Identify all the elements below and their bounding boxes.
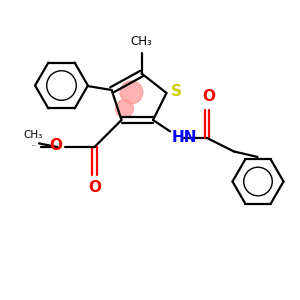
- Text: S: S: [171, 84, 182, 99]
- Text: CH₃: CH₃: [131, 35, 152, 48]
- Text: CH₃: CH₃: [23, 130, 43, 140]
- Circle shape: [116, 100, 134, 118]
- Text: methyl: methyl: [32, 145, 37, 146]
- Text: methyl: methyl: [26, 141, 30, 142]
- Text: O: O: [202, 89, 215, 104]
- Circle shape: [120, 81, 143, 104]
- Text: HN: HN: [172, 130, 197, 146]
- Text: O: O: [88, 180, 101, 195]
- Text: O: O: [50, 138, 63, 153]
